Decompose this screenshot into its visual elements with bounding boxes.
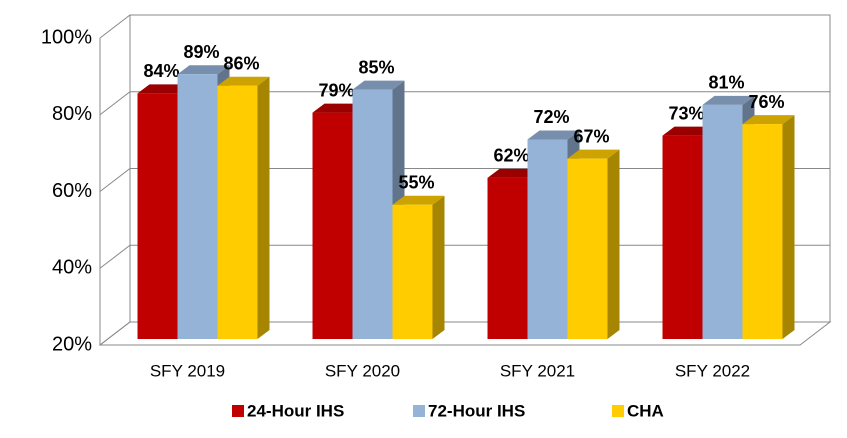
legend-swatch (232, 405, 244, 417)
y-tick-label: 100% (41, 26, 92, 48)
legend-label: 24-Hour IHS (247, 401, 344, 420)
y-tick-label: 80% (52, 103, 92, 125)
bar (217, 85, 258, 339)
bar-top (312, 103, 365, 113)
value-label: 73% (668, 103, 704, 123)
bar-top (392, 195, 445, 205)
bar-top (137, 84, 190, 94)
bar-top (742, 115, 795, 125)
grid-line (99, 14, 830, 39)
x-tick-label: SFY 2022 (675, 361, 750, 380)
legend-label: CHA (627, 401, 664, 420)
x-tick-label: SFY 2021 (500, 361, 575, 380)
value-label: 67% (573, 126, 609, 146)
bar-top (527, 130, 580, 140)
value-label: 84% (143, 61, 179, 81)
x-tick-label: SFY 2020 (325, 361, 400, 380)
value-label: 76% (748, 92, 784, 112)
value-label: 85% (358, 57, 394, 77)
value-label: 72% (533, 107, 569, 127)
value-label: 81% (708, 73, 744, 93)
legend-swatch (612, 405, 624, 417)
bar-top (217, 76, 270, 86)
bar-side (432, 195, 445, 339)
value-label: 79% (318, 80, 354, 100)
bar-top (567, 149, 620, 159)
bar-side (782, 115, 795, 339)
legend-swatch (413, 405, 425, 417)
y-tick-label: 60% (52, 180, 92, 202)
x-tick-label: SFY 2019 (150, 361, 225, 380)
bar (312, 112, 353, 340)
value-label: 86% (223, 53, 259, 73)
value-label: 55% (398, 172, 434, 192)
bar-top (487, 168, 540, 178)
bar (662, 135, 703, 339)
y-tick-label: 40% (52, 257, 92, 279)
legend-label: 72-Hour IHS (428, 401, 525, 420)
grid-line (99, 91, 830, 116)
bar-side (257, 76, 270, 339)
bar (527, 139, 568, 339)
bar-side (607, 149, 620, 339)
bar-top (702, 95, 755, 105)
bar-top (177, 65, 230, 75)
bar (702, 104, 743, 339)
value-label: 89% (183, 42, 219, 62)
bar (352, 89, 393, 339)
bar (177, 74, 218, 340)
bar (392, 204, 433, 339)
bar (742, 124, 783, 339)
bar-top (352, 80, 405, 90)
bar-top (662, 126, 715, 136)
bar (137, 93, 178, 340)
value-label: 62% (493, 146, 529, 166)
bar (567, 158, 608, 339)
bar (487, 177, 528, 339)
y-tick-label: 20% (52, 333, 92, 355)
